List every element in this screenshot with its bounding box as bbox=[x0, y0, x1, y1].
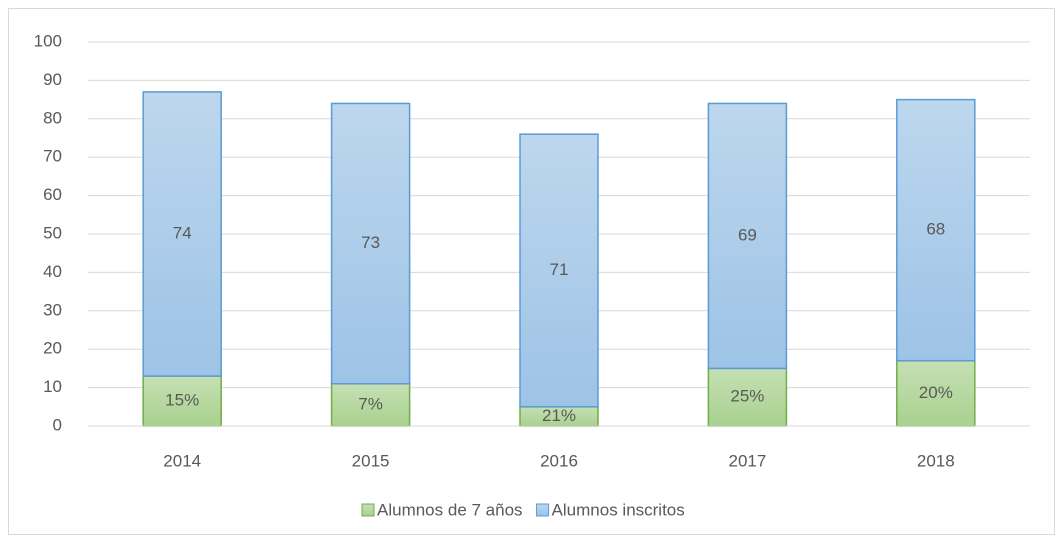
legend-label: Alumnos inscritos bbox=[552, 500, 685, 519]
y-tick-label: 0 bbox=[53, 415, 62, 434]
data-label: 25% bbox=[730, 387, 764, 406]
y-tick-label: 80 bbox=[43, 108, 62, 127]
y-tick-label: 100 bbox=[34, 31, 62, 50]
x-tick-label: 2018 bbox=[917, 451, 955, 470]
data-label: 71 bbox=[550, 260, 569, 279]
y-tick-label: 40 bbox=[43, 262, 62, 281]
data-label: 15% bbox=[165, 391, 199, 410]
bar-segment bbox=[519, 133, 599, 408]
bar-segment bbox=[330, 102, 411, 385]
y-tick-label: 70 bbox=[43, 147, 62, 166]
x-tick-label: 2017 bbox=[728, 451, 766, 470]
data-label: 73 bbox=[361, 233, 380, 252]
y-tick-label: 20 bbox=[43, 339, 62, 358]
y-tick-label: 60 bbox=[43, 185, 62, 204]
data-label: 69 bbox=[738, 225, 757, 244]
data-label: 74 bbox=[173, 223, 192, 242]
bar-segment bbox=[896, 359, 976, 427]
x-tick-label: 2016 bbox=[540, 451, 578, 470]
bar-segment bbox=[896, 98, 976, 362]
data-label: 7% bbox=[358, 394, 383, 413]
legend-swatch bbox=[361, 503, 375, 517]
y-tick-label: 90 bbox=[43, 70, 62, 89]
y-tick-label: 10 bbox=[43, 377, 62, 396]
y-tick-label: 50 bbox=[43, 223, 62, 242]
data-label: 20% bbox=[919, 383, 953, 402]
data-label: 68 bbox=[926, 220, 945, 239]
bar-segment bbox=[330, 383, 411, 427]
data-label: 21% bbox=[542, 406, 576, 425]
bar-segment bbox=[707, 102, 788, 370]
bar-segment bbox=[142, 375, 222, 427]
y-tick-label: 30 bbox=[43, 300, 62, 319]
x-tick-label: 2015 bbox=[352, 451, 390, 470]
bar-segment bbox=[707, 367, 788, 427]
x-tick-label: 2014 bbox=[163, 451, 201, 470]
legend-swatch bbox=[536, 503, 550, 517]
bar-segment bbox=[142, 91, 222, 377]
legend-label: Alumnos de 7 años bbox=[377, 500, 523, 519]
